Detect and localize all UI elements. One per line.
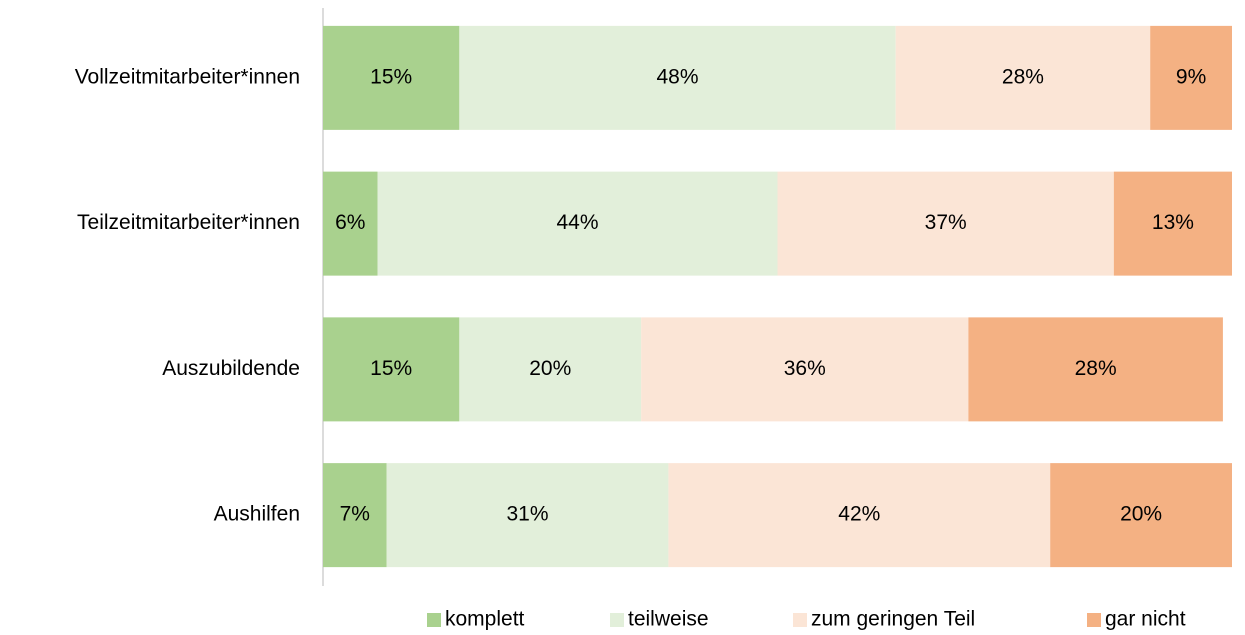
data-label: 15% [370, 357, 412, 380]
y-tick-label: Vollzeitmitarbeiter*innen [75, 65, 300, 88]
bar-segment [377, 171, 778, 276]
legend-label: komplett [445, 608, 525, 631]
data-label: 36% [784, 357, 826, 380]
legend-label: teilweise [628, 608, 709, 631]
bar-segment [641, 317, 969, 422]
legend-label: gar nicht [1105, 608, 1186, 631]
legend-swatch [427, 613, 441, 627]
bar-segment [323, 317, 460, 422]
bar-segment [459, 317, 642, 422]
bar-segment [668, 463, 1051, 568]
y-tick-label: Aushilfen [214, 503, 300, 526]
bar-segment [968, 317, 1223, 422]
data-label: 9% [1176, 65, 1206, 88]
data-label: 13% [1152, 211, 1194, 234]
data-label: 31% [507, 503, 549, 526]
data-label: 6% [335, 211, 365, 234]
data-label: 20% [529, 357, 571, 380]
y-tick-label: Auszubildende [162, 357, 300, 380]
bar-segment [323, 171, 378, 276]
bar-segment [323, 463, 387, 568]
bar-segment [386, 463, 669, 568]
data-label: 20% [1120, 503, 1162, 526]
data-label: 28% [1075, 357, 1117, 380]
bar-segment [1113, 171, 1232, 276]
bar-segment [1150, 25, 1232, 130]
bar-segment [459, 25, 896, 130]
data-label: 7% [340, 503, 370, 526]
bar-segment [323, 25, 460, 130]
data-label: 28% [1002, 65, 1044, 88]
bar-segment [1050, 463, 1232, 568]
bar-segment [895, 25, 1151, 130]
legend-label: zum geringen Teil [811, 608, 975, 631]
data-label: 48% [656, 65, 698, 88]
data-label: 37% [925, 211, 967, 234]
data-label: 42% [838, 503, 880, 526]
bar-segment [777, 171, 1114, 276]
legend-swatch [610, 613, 624, 627]
legend-swatch [1087, 613, 1101, 627]
y-tick-label: Teilzeitmitarbeiter*innen [77, 211, 300, 234]
data-label: 44% [557, 211, 599, 234]
legend-swatch [793, 613, 807, 627]
data-label: 15% [370, 65, 412, 88]
